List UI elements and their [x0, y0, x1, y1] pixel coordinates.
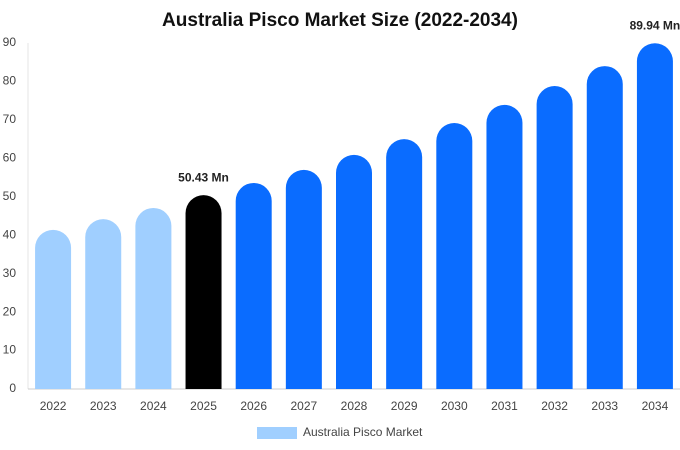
value-label: 89.94 Mn: [630, 18, 680, 32]
bar: [35, 229, 72, 389]
bar: [85, 219, 122, 389]
x-tick-label: 2029: [391, 399, 418, 413]
legend-swatch: [257, 427, 297, 439]
x-tick-label: 2030: [441, 399, 468, 413]
bar: [235, 182, 272, 389]
bar: [536, 86, 573, 390]
bar: [386, 139, 423, 389]
legend-label: Australia Pisco Market: [303, 425, 423, 439]
bar: [336, 154, 372, 389]
y-tick-label: 60: [3, 151, 17, 165]
x-tick-label: 2024: [140, 399, 167, 413]
x-tick-label: 2027: [290, 399, 317, 413]
y-tick-label: 30: [3, 266, 17, 280]
y-tick-label: 0: [9, 381, 16, 395]
x-tick-label: 2028: [341, 399, 368, 413]
x-tick-label: 2033: [591, 399, 618, 413]
x-tick-label: 2023: [90, 399, 117, 413]
x-tick-label: 2031: [491, 399, 518, 413]
x-tick-label: 2025: [190, 399, 217, 413]
y-tick-label: 40: [3, 227, 17, 241]
bar: [285, 169, 322, 389]
bar: [135, 207, 172, 389]
bar: [636, 43, 673, 390]
bar: [436, 122, 473, 390]
y-tick-label: 70: [3, 112, 17, 126]
chart-title: Australia Pisco Market Size (2022-2034): [162, 10, 518, 31]
value-label: 50.43 Mn: [178, 170, 229, 184]
y-tick-label: 20: [3, 304, 17, 318]
y-tick-label: 80: [3, 74, 17, 88]
bar: [586, 66, 623, 389]
bar: [185, 195, 222, 389]
y-tick-label: 10: [3, 343, 17, 357]
y-tick-label: 50: [3, 189, 17, 203]
x-tick-label: 2026: [240, 399, 267, 413]
bar: [486, 104, 523, 389]
x-tick-label: 2032: [541, 399, 568, 413]
x-tick-label: 2034: [642, 399, 669, 413]
x-tick-label: 2022: [40, 399, 67, 413]
y-tick-label: 90: [3, 35, 17, 49]
